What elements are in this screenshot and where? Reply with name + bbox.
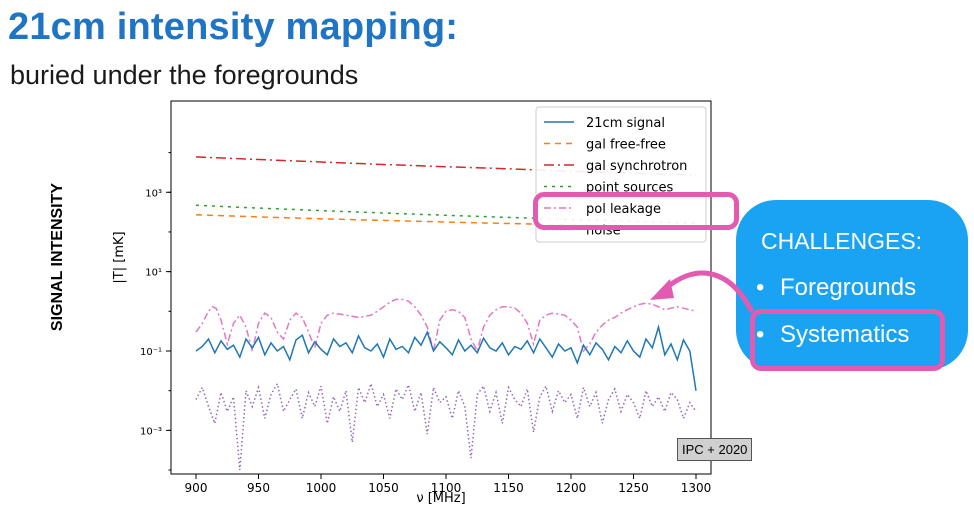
x-tick-label: 950 <box>247 481 270 495</box>
x-tick-label: 1100 <box>431 481 462 495</box>
systematics-highlight <box>750 309 945 371</box>
x-tick-label: 1300 <box>681 481 712 495</box>
x-tick-label: 1150 <box>493 481 524 495</box>
bullet-icon: • <box>756 321 765 348</box>
series-line-21cm-signal <box>195 324 697 391</box>
series-line-gal-synchrotron <box>195 156 697 176</box>
legend-box <box>535 106 707 243</box>
y-tick-label: 10⁻³ <box>140 426 162 437</box>
legend-entry: point sources <box>586 181 673 196</box>
slide-subtitle: buried under the foregrounds <box>10 60 359 90</box>
y-tick-label: 10³ <box>145 188 162 199</box>
series-line-noise <box>195 381 697 471</box>
y-axis-label: |T| [mK] <box>112 231 127 283</box>
challenge-label-systematics: Systematics <box>780 321 910 348</box>
x-tick-label: 1200 <box>556 481 587 495</box>
x-tick-label: 1000 <box>306 481 337 495</box>
legend-entry: gal synchrotron <box>586 159 687 174</box>
x-tick-label: 1050 <box>368 481 399 495</box>
challenge-item-foregrounds: • Foregrounds <box>756 274 916 302</box>
x-tick-label: 1250 <box>618 481 649 495</box>
pol-leakage-highlight <box>533 192 739 230</box>
challenges-box <box>736 200 968 370</box>
y-tick-label: 10¹ <box>145 268 162 279</box>
slide-title: 21cm intensity mapping: <box>8 6 459 48</box>
legend-entry: gal free-free <box>586 138 666 153</box>
x-axis-label: ν [MHz] <box>416 491 465 506</box>
challenge-item-systematics: • Systematics <box>756 321 909 349</box>
challenges-title: CHALLENGES: <box>761 228 923 254</box>
challenge-label-foregrounds: Foregrounds <box>780 274 917 301</box>
series-line-pol-leakage <box>195 298 697 354</box>
y-tick-label: 10⁻¹ <box>140 347 162 358</box>
legend-entry: 21cm signal <box>586 116 665 131</box>
legend-entry: pol leakage <box>586 202 661 217</box>
x-tick-label: 900 <box>185 481 208 495</box>
bullet-icon: • <box>756 274 765 301</box>
citation-label: IPC + 2020 <box>677 438 753 461</box>
